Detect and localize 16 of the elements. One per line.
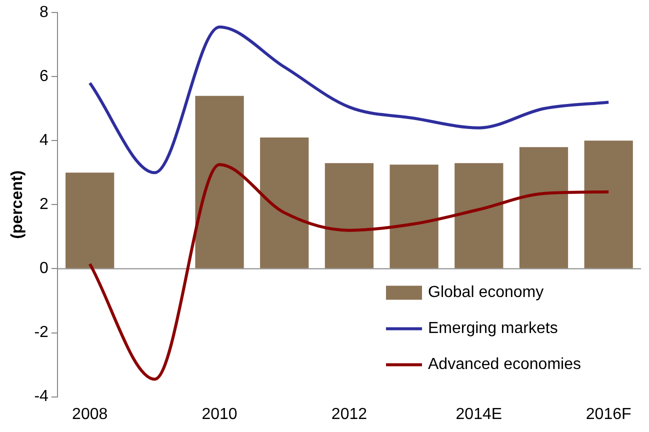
x-tick-label: 2012 [331, 406, 368, 423]
legend-label: Emerging markets [428, 320, 558, 338]
y-tick-label: -2 [34, 324, 49, 342]
y-tick-label: 0 [40, 260, 49, 278]
y-tick-label: -4 [34, 388, 49, 406]
legend-label: Global economy [428, 284, 544, 302]
x-tick-label: 2016F [586, 406, 632, 423]
y-tick-label: 6 [40, 68, 49, 86]
x-tick-label: 2010 [202, 406, 238, 423]
legend-label: Advanced economies [428, 356, 581, 374]
y-tick-label: 2 [40, 196, 49, 214]
x-tick-label: 2008 [72, 406, 108, 423]
y-tick-label: 8 [40, 4, 49, 22]
y-tick-label: 4 [40, 132, 49, 150]
y-axis-title: (percent) [9, 170, 26, 239]
x-tick-label: 2014E [456, 406, 502, 423]
